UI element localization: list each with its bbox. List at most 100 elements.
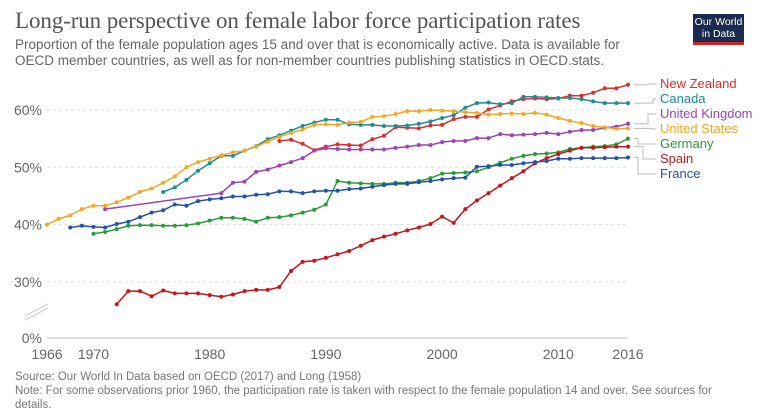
data-point[interactable] bbox=[300, 141, 305, 146]
data-point[interactable] bbox=[68, 225, 73, 230]
data-point[interactable] bbox=[289, 213, 294, 218]
data-point[interactable] bbox=[405, 228, 410, 233]
data-point[interactable] bbox=[451, 117, 456, 122]
data-point[interactable] bbox=[370, 184, 375, 189]
data-point[interactable] bbox=[300, 127, 305, 132]
data-point[interactable] bbox=[591, 156, 596, 161]
data-point[interactable] bbox=[323, 117, 328, 122]
series-canada[interactable] bbox=[161, 94, 630, 194]
data-point[interactable] bbox=[556, 152, 561, 157]
data-point[interactable] bbox=[381, 183, 386, 188]
data-point[interactable] bbox=[254, 287, 259, 292]
data-point[interactable] bbox=[289, 137, 294, 142]
data-point[interactable] bbox=[416, 121, 421, 126]
data-point[interactable] bbox=[474, 101, 479, 106]
data-point[interactable] bbox=[463, 175, 468, 180]
data-point[interactable] bbox=[335, 146, 340, 151]
data-point[interactable] bbox=[79, 207, 84, 212]
data-point[interactable] bbox=[416, 109, 421, 114]
data-point[interactable] bbox=[440, 214, 445, 219]
data-point[interactable] bbox=[602, 101, 607, 106]
data-point[interactable] bbox=[358, 186, 363, 191]
data-point[interactable] bbox=[323, 188, 328, 193]
data-point[interactable] bbox=[91, 203, 96, 208]
data-point[interactable] bbox=[579, 156, 584, 161]
data-point[interactable] bbox=[440, 177, 445, 182]
data-point[interactable] bbox=[440, 116, 445, 121]
series-france[interactable] bbox=[68, 155, 630, 230]
data-point[interactable] bbox=[242, 179, 247, 184]
data-point[interactable] bbox=[591, 128, 596, 133]
data-point[interactable] bbox=[347, 147, 352, 152]
data-point[interactable] bbox=[509, 101, 514, 106]
data-point[interactable] bbox=[196, 168, 201, 173]
data-point[interactable] bbox=[498, 183, 503, 188]
series-line[interactable] bbox=[162, 96, 628, 193]
data-point[interactable] bbox=[474, 164, 479, 169]
data-point[interactable] bbox=[381, 234, 386, 239]
data-point[interactable] bbox=[300, 124, 305, 129]
legend-item[interactable]: France bbox=[660, 166, 700, 181]
data-point[interactable] bbox=[161, 208, 166, 213]
data-point[interactable] bbox=[289, 130, 294, 135]
data-point[interactable] bbox=[498, 132, 503, 137]
data-point[interactable] bbox=[254, 192, 259, 197]
data-point[interactable] bbox=[312, 148, 317, 153]
data-point[interactable] bbox=[498, 163, 503, 168]
data-point[interactable] bbox=[486, 112, 491, 117]
data-point[interactable] bbox=[370, 181, 375, 186]
data-point[interactable] bbox=[335, 179, 340, 184]
data-point[interactable] bbox=[602, 125, 607, 130]
data-point[interactable] bbox=[172, 174, 177, 179]
data-point[interactable] bbox=[451, 171, 456, 176]
data-point[interactable] bbox=[486, 164, 491, 169]
data-point[interactable] bbox=[103, 207, 108, 212]
data-point[interactable] bbox=[463, 114, 468, 119]
data-point[interactable] bbox=[219, 191, 224, 196]
data-point[interactable] bbox=[300, 259, 305, 264]
data-point[interactable] bbox=[579, 145, 584, 150]
data-point[interactable] bbox=[207, 156, 212, 161]
data-point[interactable] bbox=[230, 150, 235, 155]
data-point[interactable] bbox=[451, 176, 456, 181]
data-point[interactable] bbox=[161, 180, 166, 185]
data-point[interactable] bbox=[521, 169, 526, 174]
data-point[interactable] bbox=[68, 213, 73, 218]
data-point[interactable] bbox=[533, 94, 538, 99]
data-point[interactable] bbox=[207, 161, 212, 166]
data-point[interactable] bbox=[428, 176, 433, 181]
data-point[interactable] bbox=[416, 126, 421, 131]
series-line[interactable] bbox=[70, 156, 629, 229]
data-point[interactable] bbox=[347, 142, 352, 147]
data-point[interactable] bbox=[463, 170, 468, 175]
data-point[interactable] bbox=[556, 156, 561, 161]
data-point[interactable] bbox=[347, 120, 352, 125]
data-point[interactable] bbox=[265, 287, 270, 292]
data-point[interactable] bbox=[381, 124, 386, 129]
data-point[interactable] bbox=[335, 188, 340, 193]
data-point[interactable] bbox=[219, 294, 224, 299]
data-point[interactable] bbox=[626, 82, 630, 87]
data-point[interactable] bbox=[207, 218, 212, 223]
data-point[interactable] bbox=[474, 169, 479, 174]
data-point[interactable] bbox=[626, 101, 630, 106]
data-point[interactable] bbox=[196, 199, 201, 204]
data-point[interactable] bbox=[103, 225, 108, 230]
data-point[interactable] bbox=[416, 142, 421, 147]
data-point[interactable] bbox=[544, 130, 549, 135]
data-point[interactable] bbox=[103, 203, 108, 208]
data-point[interactable] bbox=[184, 165, 189, 170]
series-united-kingdom[interactable] bbox=[103, 121, 630, 212]
data-point[interactable] bbox=[149, 223, 154, 228]
data-point[interactable] bbox=[358, 243, 363, 248]
data-point[interactable] bbox=[591, 99, 596, 104]
data-point[interactable] bbox=[451, 109, 456, 114]
data-point[interactable] bbox=[521, 132, 526, 137]
data-point[interactable] bbox=[626, 121, 630, 126]
data-point[interactable] bbox=[533, 160, 538, 165]
data-point[interactable] bbox=[602, 156, 607, 161]
data-point[interactable] bbox=[370, 137, 375, 142]
data-point[interactable] bbox=[230, 292, 235, 297]
data-point[interactable] bbox=[626, 144, 630, 149]
data-point[interactable] bbox=[509, 133, 514, 138]
